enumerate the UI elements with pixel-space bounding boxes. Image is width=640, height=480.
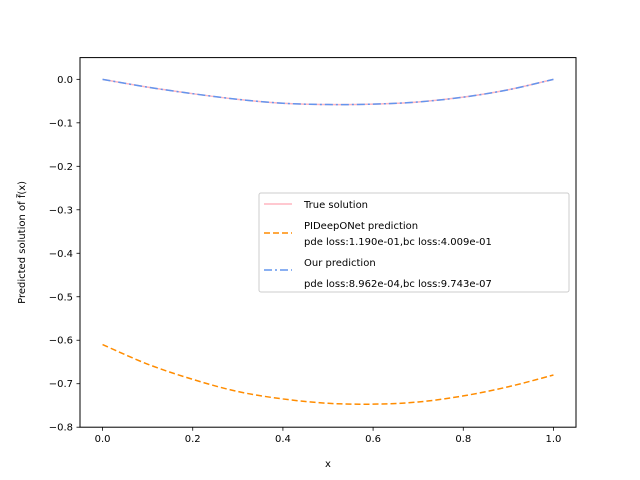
y-tick-label: −0.2 xyxy=(49,162,73,173)
y-axis: 0.0 −0.1 −0.2 −0.3 −0.4 −0.5 −0.6 −0.7 −0.8 xyxy=(49,75,80,434)
y-tick-label: −0.4 xyxy=(49,249,73,260)
x-tick-label: 0.6 xyxy=(365,434,381,445)
series-lines xyxy=(102,78,554,405)
series-line-0 xyxy=(102,78,554,106)
legend: True solution PIDeepONet prediction pde lo… xyxy=(258,192,570,293)
series-line-2 xyxy=(102,78,554,106)
y-tick-label: −0.6 xyxy=(49,336,73,347)
legend-label: True solution xyxy=(303,200,368,211)
x-tick-label: 0.0 xyxy=(95,434,111,445)
y-tick-label: −0.5 xyxy=(49,292,73,303)
x-axis-label: x xyxy=(325,459,331,470)
y-tick-label: −0.8 xyxy=(49,423,73,434)
y-axis-label: Predicted solution of f̃(x) xyxy=(15,181,28,304)
y-tick-label: −0.7 xyxy=(49,379,73,390)
x-tick-label: 1.0 xyxy=(546,434,562,445)
y-tick-label: 0.0 xyxy=(57,75,73,86)
y-tick-label: −0.1 xyxy=(49,118,73,129)
legend-label: PIDeepONet prediction xyxy=(304,221,418,232)
x-tick-label: 0.2 xyxy=(185,434,201,445)
x-tick-label: 0.8 xyxy=(455,434,471,445)
legend-sublabel: pde loss:8.962e-04,bc loss:9.743e-07 xyxy=(304,279,492,290)
x-axis: 0.0 0.2 0.4 0.6 0.8 1.0 xyxy=(95,427,562,445)
y-tick-label: −0.3 xyxy=(49,205,73,216)
plot-frame xyxy=(79,57,577,428)
legend-sublabel: pde loss:1.190e-01,bc loss:4.009e-01 xyxy=(304,237,492,248)
series-line-1 xyxy=(102,343,554,405)
x-tick-label: 0.4 xyxy=(275,434,291,445)
legend-box xyxy=(258,192,570,293)
legend-label: Our prediction xyxy=(304,258,376,269)
